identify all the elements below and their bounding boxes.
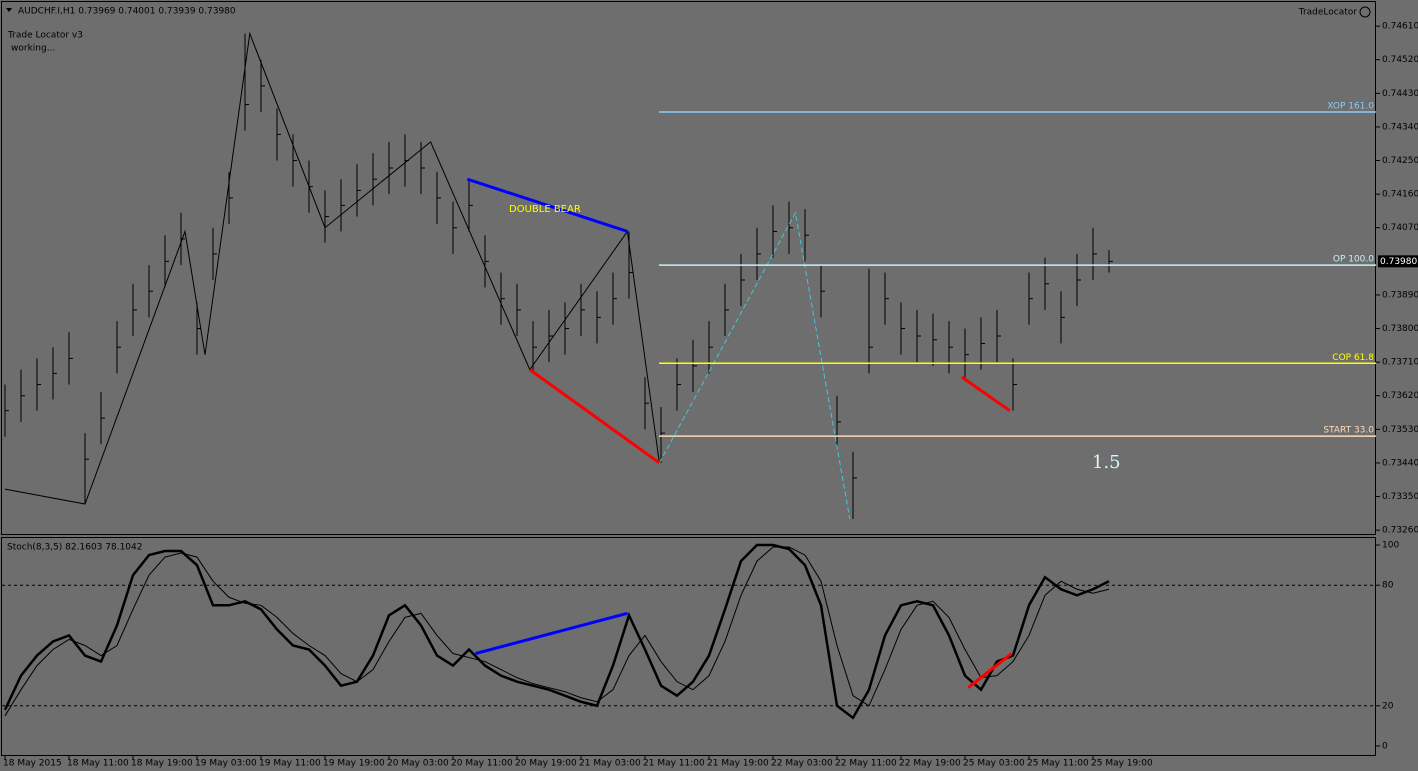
y-tick-label: 0.74160 [1382, 190, 1418, 200]
current-price-label: 0.73980 [1380, 257, 1417, 267]
x-tick-label: 20 May 19:00 [515, 759, 577, 769]
y-tick-label: 0.74520 [1382, 55, 1418, 65]
x-tick-label: 20 May 03:00 [387, 759, 449, 769]
x-tick-label: 21 May 19:00 [707, 759, 769, 769]
brand-icon[interactable] [1359, 6, 1371, 18]
y-tick-label: 0 [1382, 741, 1388, 751]
pattern-line [466, 177, 628, 233]
level-label: COP 61.8 [1332, 353, 1374, 363]
level-label: OP 100.0 [1333, 255, 1374, 265]
x-tick-label: 19 May 11:00 [259, 759, 321, 769]
x-tick-label: 21 May 11:00 [643, 759, 705, 769]
zigzag [658, 211, 851, 520]
y-tick-label: 0.74250 [1382, 156, 1418, 166]
indicator-status: working... [11, 44, 55, 54]
y-tick-label: 0.73440 [1382, 458, 1418, 468]
pattern-line [475, 611, 628, 655]
level-label: XOP 161.0 [1327, 102, 1374, 112]
brand: TradeLocator [1298, 8, 1358, 18]
y-tick-label: 0.73260 [1382, 526, 1418, 536]
x-tick-label: 25 May 11:00 [1027, 759, 1089, 769]
x-tick-label: 22 May 11:00 [835, 759, 897, 769]
y-tick-label: 0.74070 [1382, 223, 1418, 233]
stoch-panel [1, 537, 1376, 756]
pattern-line [528, 368, 661, 465]
x-tick-label: 18 May 11:00 [67, 759, 129, 769]
price-panel [1, 1, 1376, 535]
y-tick-label: 0.73710 [1382, 358, 1418, 368]
zigzag [4, 31, 660, 505]
stoch-line [4, 546, 1110, 717]
x-tick-label: 19 May 19:00 [323, 759, 385, 769]
menu-arrow[interactable] [6, 8, 12, 12]
annotation: DOUBLE BEAR [509, 204, 581, 215]
y-tick-label: 0.74610 [1382, 22, 1418, 32]
y-tick-label: 0.73620 [1382, 391, 1418, 401]
x-tick-label: 25 May 19:00 [1091, 759, 1153, 769]
y-tick-label: 100 [1382, 541, 1399, 551]
y-tick-label: 0.74340 [1382, 122, 1418, 132]
x-tick-label: 18 May 19:00 [131, 759, 193, 769]
current-price-box [1378, 255, 1418, 268]
y-tick-label: 0.73800 [1382, 324, 1418, 334]
y-tick-label: 0.73350 [1382, 492, 1418, 502]
x-tick-label: 22 May 03:00 [771, 759, 833, 769]
annotation: 1.5 [1092, 452, 1121, 473]
y-tick-label: 0.73530 [1382, 425, 1418, 435]
y-tick-label: 0.73890 [1382, 290, 1418, 300]
y-tick-label: 20 [1382, 701, 1394, 711]
y-tick-label: 80 [1382, 581, 1394, 591]
x-tick-label: 21 May 03:00 [579, 759, 641, 769]
y-tick-label: 0.74430 [1382, 89, 1418, 99]
x-tick-label: 18 May 2015 [3, 759, 62, 769]
x-tick-label: 20 May 11:00 [451, 759, 513, 769]
symbol-header: AUDCHF.I,H1 0.73969 0.74001 0.73939 0.73… [18, 7, 236, 17]
level-label: START 33.0 [1323, 426, 1374, 436]
stoch-header: Stoch(8,3,5) 82.1603 78.1042 [7, 543, 142, 553]
x-tick-label: 25 May 03:00 [963, 759, 1025, 769]
pattern-line [960, 375, 1011, 412]
x-tick-label: 19 May 03:00 [195, 759, 257, 769]
pattern-line [967, 652, 1013, 689]
x-tick-label: 22 May 19:00 [899, 759, 961, 769]
indicator-name: Trade Locator v3 [7, 31, 83, 41]
